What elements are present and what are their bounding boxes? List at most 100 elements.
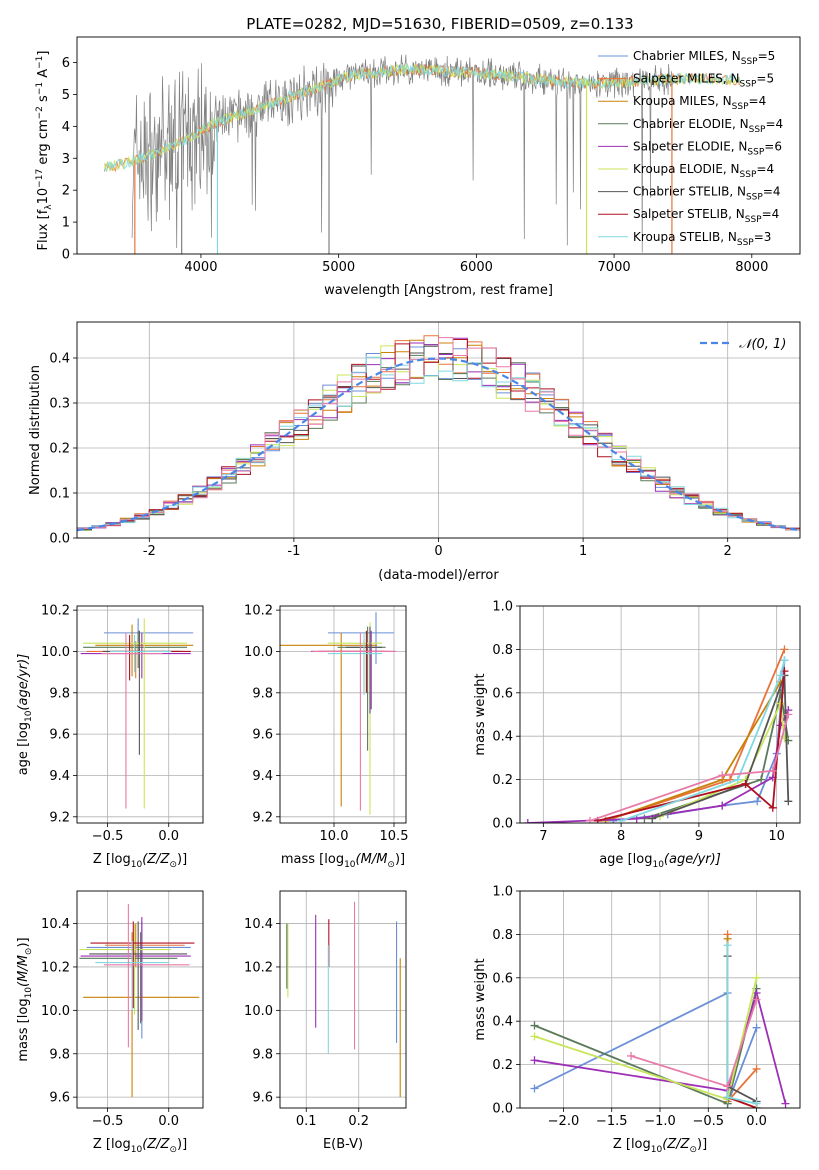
x-axis-label-part: )] — [697, 1137, 707, 1152]
y-tick-label: 10.2 — [41, 604, 70, 619]
x-tick-label: 10.5 — [380, 829, 409, 844]
legend-label: Chabrier ELODIE, NSSP=4 — [633, 117, 783, 135]
axes-frame — [76, 36, 801, 255]
y-axis-label-part: −1 — [35, 82, 45, 95]
y-tick-label: 0.4 — [49, 352, 70, 367]
y-axis-label-part: ⊙ — [24, 948, 34, 956]
y-tick-label: 0.6 — [492, 686, 513, 701]
y-axis-label-part: )] — [16, 937, 31, 947]
x-axis-label: Z [log10(Z/Z⊙)] — [93, 1137, 187, 1155]
x-axis-label: mass [log10(M/M⊙)] — [281, 852, 405, 870]
errorbar-plot-area — [280, 612, 397, 815]
legend-label-part: =5 — [756, 72, 774, 86]
x-tick-label: 10.0 — [320, 829, 349, 844]
massweight-marker — [523, 819, 532, 823]
massweight-plot-area — [523, 645, 793, 823]
legend-label-part: =5 — [758, 49, 776, 63]
legend-label-part: SSP — [745, 215, 762, 225]
hist-plot-area — [77, 335, 800, 533]
massweight-marker — [733, 775, 742, 784]
y-axis-label-part: −17 — [35, 169, 45, 188]
y-tick-label: 10.4 — [41, 917, 70, 932]
x-axis-label-part: )] — [177, 852, 187, 867]
legend-label-part: SSP — [749, 125, 766, 135]
x-axis-label-part: (Z/Z — [142, 1137, 170, 1152]
x-axis-label-part: 10 — [131, 860, 143, 870]
axes-frame — [519, 605, 801, 824]
y-axis-label-part: age [log — [16, 722, 31, 775]
axes-frame — [76, 321, 801, 539]
spectrum-model-line — [104, 63, 741, 173]
y-axis-label-part: mass [log — [16, 998, 31, 1061]
legend-label: Salpeter ELODIE, NSSP=6 — [633, 139, 782, 157]
y-tick-label: 10.0 — [244, 1004, 273, 1019]
x-axis-label-part: Z [log — [613, 1137, 651, 1152]
x-tick-label: 0 — [434, 544, 442, 559]
massweight-marker — [768, 766, 777, 775]
massweight-series-line — [605, 681, 782, 822]
y-tick-label: 3 — [62, 152, 70, 167]
y-tick-label: 10.2 — [244, 960, 273, 975]
x-tick-label: -1 — [287, 544, 300, 559]
massweight-marker — [530, 1021, 539, 1030]
massweight-series-line — [589, 714, 790, 822]
x-tick-label: 0.0 — [158, 1114, 179, 1129]
legend-label-part: SSP — [740, 170, 757, 180]
x-axis-label-part: Z [log — [93, 1137, 131, 1152]
y-tick-label: 10.0 — [244, 645, 273, 660]
y-tick-label: 4 — [62, 120, 70, 135]
spectrum-panel: 4000 5000 6000 7000 8000 0 1 2 3 4 5 6 wavelength [A… — [35, 36, 801, 298]
x-tick-label: −1.5 — [596, 1114, 628, 1129]
legend-label-part: =4 — [765, 117, 783, 131]
y-tick-label: 0.8 — [492, 928, 513, 943]
y-axis-label-part: s — [36, 95, 51, 106]
x-axis-label-part: )] — [395, 852, 405, 867]
y-axis-label: Normed distribution — [28, 365, 43, 495]
legend-label-part: =4 — [749, 94, 767, 108]
massweight-marker — [776, 671, 785, 680]
y-tick-label: 0.8 — [492, 643, 513, 658]
massweight-marker — [530, 1032, 539, 1041]
legend-label-part: SSP — [732, 102, 749, 112]
legend-label-part: Kroupa MILES, N — [633, 94, 732, 108]
legend-label-part: Kroupa STELIB, N — [633, 230, 737, 244]
errorbar-plot-area — [286, 901, 401, 1098]
mass-vs-ebv-panel: 0.1 0.2 9.6 9.8 10.0 10.2 10.4 E(B-V) — [244, 890, 407, 1152]
y-axis-label-part: 10 — [24, 710, 34, 722]
y-axis-label: mass weight — [473, 673, 488, 755]
x-tick-label: 4000 — [184, 260, 217, 275]
legend-label-part: SSP — [746, 193, 763, 203]
x-tick-label: 7 — [539, 829, 547, 844]
errorbar-plot-area — [80, 618, 194, 809]
legend-label-part: Chabrier MILES, N — [633, 49, 741, 63]
x-axis-label: (data-model)/error — [378, 568, 499, 583]
massweight-marker — [768, 803, 777, 812]
massweight-marker — [780, 645, 789, 654]
legend-label: Salpeter MILES, NSSP=5 — [633, 72, 774, 90]
legend-label: 𝒩(0, 1) — [739, 337, 786, 352]
y-tick-label: 9.8 — [49, 1047, 70, 1062]
x-axis-label-part: Z [log — [93, 852, 131, 867]
legend-label-part: Chabrier ELODIE, N — [633, 117, 749, 131]
errorbar-plot-area — [79, 904, 200, 1098]
legend-label-part: Salpeter MILES, N — [633, 72, 740, 86]
y-tick-label: 9.6 — [252, 1091, 273, 1106]
normal-curve-line — [77, 357, 800, 532]
legend-label-part: Salpeter STELIB, N — [633, 207, 745, 221]
y-tick-label: 9.6 — [49, 728, 70, 743]
y-tick-label: 9.8 — [252, 1047, 273, 1062]
massweight-marker — [784, 710, 793, 719]
age-vs-mass-panel: 10.0 10.5 9.2 9.4 9.6 9.8 10.0 10.2 mass [log10(… — [244, 604, 408, 870]
massweight-marker — [530, 1056, 539, 1065]
y-tick-label: 1.0 — [492, 600, 513, 615]
y-tick-label: 6 — [62, 56, 70, 71]
massweight-marker — [752, 1023, 761, 1032]
massweight-marker — [784, 797, 793, 806]
x-tick-label: -2 — [143, 544, 156, 559]
x-axis-label-part: ⊙ — [169, 1145, 177, 1155]
figure-title: PLATE=0282, MJD=51630, FIBERID=0509, z=0… — [246, 15, 633, 33]
x-axis-label: Z [log10(Z/Z⊙)] — [93, 852, 187, 870]
x-axis-label-part: ⊙ — [387, 860, 395, 870]
x-axis-label-part: 10 — [131, 1145, 143, 1155]
